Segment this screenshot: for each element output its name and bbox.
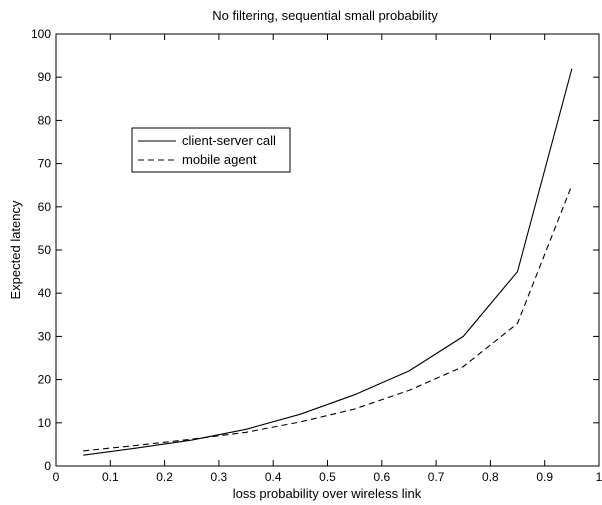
plot-frame — [55, 33, 600, 467]
y-tick-label: 80 — [38, 113, 52, 127]
y-axis-label: Expected latency — [8, 200, 23, 300]
y-axis: 0 10 20 30 40 50 60 70 80 90 100 — [31, 27, 599, 473]
x-axis-label: loss probability over wireless link — [233, 486, 422, 501]
x-tick-label: 0.1 — [102, 470, 119, 484]
y-tick-label: 10 — [38, 416, 52, 430]
x-tick-label: 0.7 — [428, 470, 445, 484]
y-tick-label: 40 — [38, 286, 52, 300]
series-line-client-server-call — [83, 68, 573, 456]
chart-title: No filtering, sequential small probabili… — [212, 8, 438, 23]
y-tick-label: 50 — [38, 243, 52, 257]
y-tick-label: 90 — [38, 70, 52, 84]
x-tick-label: 0.5 — [319, 470, 336, 484]
x-tick-label: 0.9 — [536, 470, 553, 484]
x-tick-label: 0.4 — [265, 470, 282, 484]
legend-box — [131, 127, 291, 173]
x-tick-label: 0.2 — [156, 470, 173, 484]
y-tick-label: 70 — [38, 157, 52, 171]
y-tick-label: 30 — [38, 329, 52, 343]
x-tick-label: 0.8 — [482, 470, 499, 484]
series-lines — [83, 68, 573, 456]
y-tick-label: 60 — [38, 200, 52, 214]
x-tick-label: 0 — [53, 470, 60, 484]
x-tick-label: 1 — [596, 470, 602, 484]
series-line-mobile-agent — [83, 184, 573, 452]
y-tick-label: 100 — [31, 27, 51, 41]
x-tick-label: 0.6 — [373, 470, 390, 484]
legend-label-mobile-agent: mobile agent — [182, 152, 257, 167]
x-tick-label: 0.3 — [211, 470, 228, 484]
y-tick-label: 20 — [38, 373, 52, 387]
legend-label-client-server: client-server call — [182, 133, 276, 148]
y-tick-label: 0 — [44, 459, 51, 473]
x-axis: 0 0.1 0.2 0.3 0.4 0.5 0.6 0.7 0.8 0.9 1 — [53, 34, 602, 484]
legend: client-server call mobile agent — [131, 127, 291, 173]
